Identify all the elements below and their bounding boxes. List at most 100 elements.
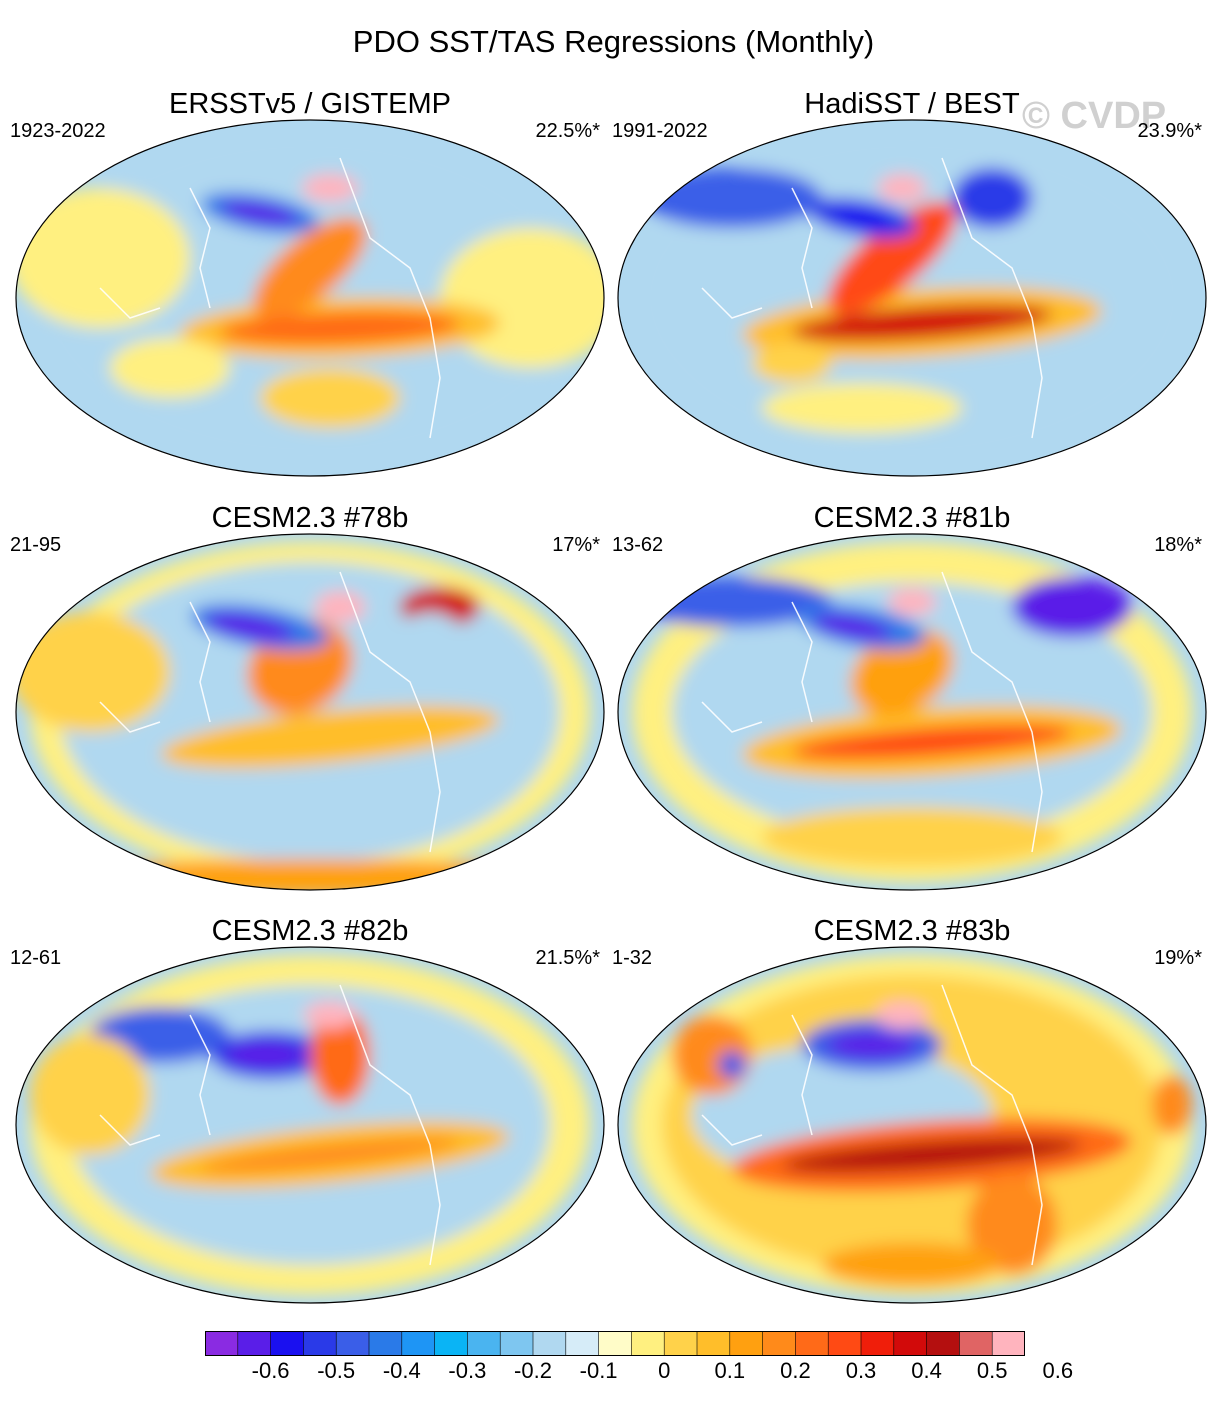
map-outline [617,533,1207,891]
anomaly-region [260,368,400,428]
anomaly-region [752,343,832,383]
panel-title: ERSSTv5 / GISTEMP [169,88,451,120]
colorbar-swatch [565,1332,600,1355]
robinson-map [15,533,605,891]
map-panel: CESM2.3 #78b 21-95 17%* [10,502,610,902]
anomaly-region [822,1243,1002,1287]
anomaly-region [792,724,1072,760]
coastline [99,984,441,1266]
robinson-map [617,946,1207,1304]
robinson-map [617,119,1207,477]
colorbar-swatch [926,1332,960,1355]
panel-years-label: 1-32 [612,947,653,969]
panel-percent-label: 17%* [552,534,600,556]
colorbar-swatch [795,1332,829,1355]
anomaly-region [390,612,470,692]
map-panel: HadiSST / BEST 1991-2022 23.9%* [612,88,1212,488]
anomaly-region [1012,577,1132,637]
map-panel: CESM2.3 #83b 1-32 19%* [612,915,1212,1315]
coastline [701,984,1043,1266]
colorbar-swatch [533,1332,567,1355]
anomaly-region [827,201,957,315]
colorbar-border [205,1331,1025,1356]
anomaly-region [762,383,962,433]
colorbar-swatch [467,1332,501,1355]
map-outline [15,119,605,477]
anomaly-region [888,588,936,616]
colorbar-tick-label: -0.2 [514,1358,552,1383]
anomaly-region [792,304,1052,342]
colorbar-swatch [992,1332,1025,1355]
anomaly-region [16,612,170,732]
robinson-map [15,119,605,477]
panel-years-label: 1991-2022 [612,120,708,142]
panel-percent-label: 23.9%* [1137,120,1203,142]
anomaly-region [812,614,892,640]
map-panel: ERSSTv5 / GISTEMP 1923-2022 22.5%* [10,88,610,488]
map-panel: CESM2.3 #82b 12-61 21.5%* [10,915,610,1315]
colorbar-tick-label: -0.6 [251,1358,290,1383]
panel-title: CESM2.3 #83b [813,915,1011,947]
colorbar-swatch [500,1332,534,1355]
anomaly-region [315,591,365,623]
panel-title: HadiSST / BEST [804,88,1020,120]
robinson-map [15,946,605,1304]
colorbar-tick-label: 0.1 [714,1358,746,1383]
coastline [99,571,441,853]
panel-percent-label: 19%* [1154,947,1202,969]
colorbar-tick-label: 0 [658,1358,671,1383]
colorbar-swatch [664,1332,698,1355]
coastline [701,157,1043,439]
panel-percent-label: 22.5%* [535,120,601,142]
colorbar-tick-label: -0.4 [382,1358,421,1383]
anomaly-region [878,174,926,202]
colorbar-swatch [205,1332,239,1355]
anomaly-region [110,338,230,398]
panel-title: CESM2.3 #82b [211,915,409,947]
colorbar-swatch [598,1332,632,1355]
anomaly-region [253,217,367,319]
colorbar-swatch [861,1332,895,1355]
colorbar-tick-label: -0.3 [448,1358,487,1383]
colorbar-tick-label: -0.1 [579,1358,618,1383]
map-outline [617,946,1207,1304]
panel-years-label: 1923-2022 [10,120,106,142]
anomaly-region [160,705,500,769]
anomaly-region [304,1001,356,1029]
panel-title: CESM2.3 #81b [813,502,1011,534]
colorbar-tick-label: 0.6 [1042,1358,1074,1383]
panel-title: CESM2.3 #78b [211,502,409,534]
colorbar-tick-label: 0.4 [911,1358,942,1383]
anomaly-region [30,1035,150,1155]
colorbar-swatch [631,1332,665,1355]
coastline [99,157,441,439]
colorbar-swatch [893,1332,928,1355]
colorbar-swatch [697,1332,731,1355]
panel-years-label: 13-62 [612,534,664,556]
panel-percent-label: 21.5%* [535,947,601,969]
colorbar-swatch [401,1332,436,1355]
colorbar-swatch [237,1332,272,1355]
colorbar-swatch [729,1332,764,1355]
map-outline [617,119,1207,477]
colorbar-swatch [336,1332,370,1355]
figure-title: PDO SST/TAS Regressions (Monthly) [352,24,875,59]
colorbar [205,1331,1025,1356]
anomaly-region [16,188,190,328]
anomaly-region [205,612,295,642]
anomaly-region [302,174,358,202]
map-outline [15,946,605,1304]
anomaly-region [762,807,1062,867]
anomaly-region [952,168,1032,228]
panel-years-label: 21-95 [10,534,62,556]
cvdp-watermark: © CVDP [1022,95,1167,137]
colorbar-tick-label: 0.5 [976,1358,1008,1383]
anomaly-region [876,1001,928,1029]
colorbar-swatch [369,1332,403,1355]
anomaly-region [827,1032,917,1058]
anomaly-region [832,207,892,229]
colorbar-swatch [762,1332,796,1355]
map-outline [15,533,605,891]
robinson-map [617,533,1207,891]
coastline [701,571,1043,853]
